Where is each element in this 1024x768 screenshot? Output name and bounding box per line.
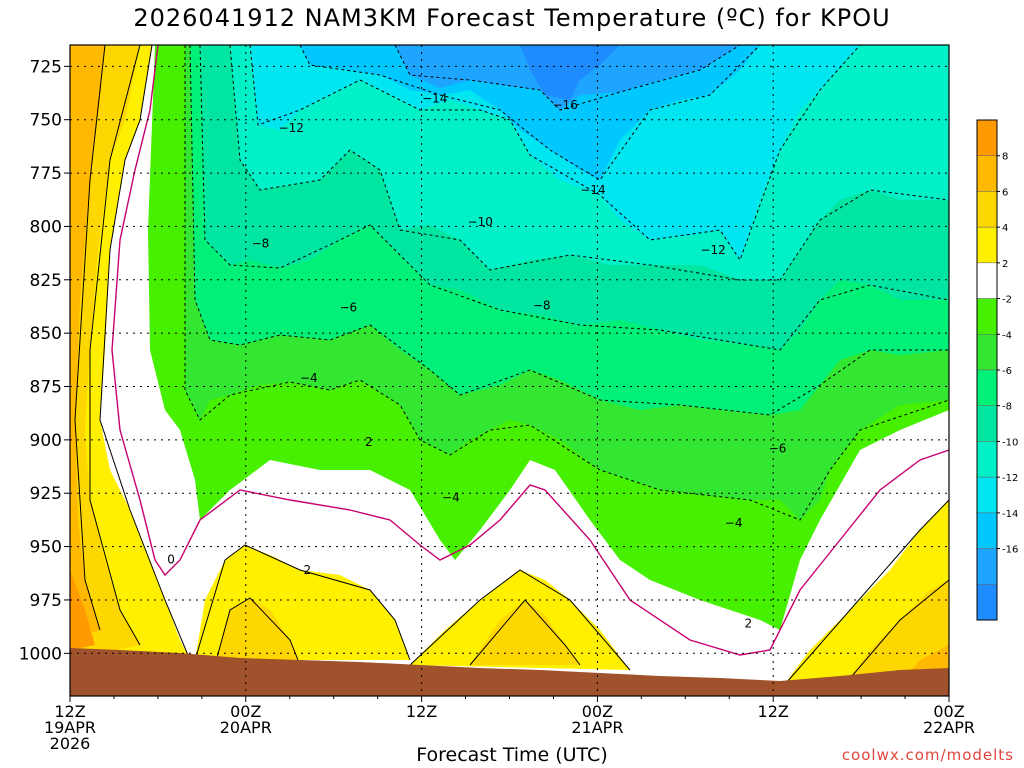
field-warm-pocket2-inner: [470, 600, 580, 665]
x-axis-label: Forecast Time (UTC): [416, 744, 608, 766]
x-tick-label: 00Z: [230, 702, 261, 721]
contour-label: −14: [422, 91, 447, 105]
y-tick-label: 900: [30, 431, 62, 451]
x-tick-label: 21APR: [571, 718, 623, 737]
colorbar-swatch: [976, 334, 998, 371]
field-warm-pocket1-inner: [215, 598, 300, 665]
colorbar-label: 8: [1002, 152, 1008, 163]
contour-label: −12: [700, 243, 725, 257]
plot-area: [70, 45, 949, 696]
contour-label: −6: [339, 301, 357, 315]
contour-label: −4: [300, 371, 318, 385]
x-tick-label: 00Z: [933, 702, 964, 721]
field-warm-left-4: [70, 570, 95, 650]
isotherms-negative: [184, 45, 949, 521]
contour-label: −10: [468, 215, 493, 229]
contour-label: 2: [744, 616, 752, 630]
x-tick-label: 22APR: [923, 718, 975, 737]
y-tick-label: 925: [30, 484, 62, 504]
y-tick-label: 775: [30, 164, 62, 184]
y-tick-label: 750: [30, 111, 62, 131]
colorbar-swatch: [976, 226, 998, 264]
colorbar-swatch: [976, 155, 998, 192]
isotherms-positive: [74, 45, 949, 691]
colorbar-swatch: [976, 262, 998, 299]
colorbar-label: 4: [1002, 223, 1008, 234]
y-tick-label: 950: [30, 538, 62, 558]
colorbar-label: -12: [1002, 473, 1018, 484]
colorbar-swatch: [976, 191, 998, 228]
colorbar-label: 6: [1002, 187, 1008, 198]
y-tick-label: 975: [30, 591, 62, 611]
x-tick-label: 19APR: [44, 718, 96, 737]
contour-label: 0: [167, 552, 175, 566]
field-zero-band: [70, 45, 949, 696]
colorbar-swatch: [976, 512, 998, 549]
colorbar-swatch: [976, 298, 998, 335]
x-tick-label: 2026: [50, 734, 91, 753]
x-tick-label: 00Z: [582, 702, 613, 721]
y-tick-label: 1000: [19, 644, 62, 664]
contour-label: 2: [365, 435, 373, 449]
colorbar-swatch: [976, 405, 998, 442]
field-minus18: [520, 45, 620, 100]
colorbar-label: -10: [1002, 437, 1018, 448]
contour-labels: −14 −16 −12 −14 −10 −8 −12 −6 −8 −4 2 −6 −4 −4 0 2 2: [167, 91, 786, 630]
colorbar-swatch: [976, 369, 998, 406]
colorbar-swatch: [976, 441, 998, 478]
y-axis-ticks: 725 750 775 800 825 850 875 900 925 950 975 1000: [19, 57, 70, 664]
colorbar-swatch: [976, 584, 998, 621]
contour-label: −12: [279, 121, 304, 135]
colorbar-label: -2: [1002, 295, 1012, 306]
colorbar-label: -4: [1002, 330, 1012, 341]
y-tick-label: 725: [30, 57, 62, 77]
colorbar-label: -6: [1002, 366, 1012, 377]
terrain: [70, 648, 949, 696]
colorbar-label: -16: [1002, 545, 1018, 556]
x-tick-label: 12Z: [406, 702, 437, 721]
contour-label: 2: [304, 563, 312, 577]
colorbar-swatch: [976, 119, 998, 156]
colorbar-label: -8: [1002, 402, 1012, 413]
contour-label: −4: [442, 490, 460, 504]
contour-label: −8: [533, 298, 551, 312]
y-tick-label: 850: [30, 324, 62, 344]
x-tick-label: 20APR: [220, 718, 272, 737]
chart-title: 2026041912 NAM3KM Forecast Temperature (…: [133, 4, 891, 32]
x-tick-label: 12Z: [758, 702, 789, 721]
y-tick-label: 800: [30, 217, 62, 237]
colorbar-label: -14: [1002, 509, 1018, 520]
credit-text: coolwx.com/modelts: [841, 746, 1014, 764]
contour-label: −16: [553, 98, 578, 112]
colorbar-label: 2: [1002, 259, 1008, 270]
isotherm-zero: [111, 45, 949, 656]
field-warm-left-3: [70, 45, 105, 640]
contour-label: −4: [725, 516, 743, 530]
x-tick-label: 12Z: [54, 702, 85, 721]
contour-label: −8: [252, 237, 270, 251]
y-tick-label: 825: [30, 271, 62, 291]
colorbar-swatch: [976, 548, 998, 585]
colorbar-swatch: [976, 476, 998, 514]
contour-label: −14: [580, 183, 605, 197]
contour-label: −6: [769, 441, 787, 455]
y-tick-label: 875: [30, 378, 62, 398]
colorbar: 8 6 4 2 -2 -4 -6 -8 -10 -12 -14 -16: [976, 119, 1018, 621]
